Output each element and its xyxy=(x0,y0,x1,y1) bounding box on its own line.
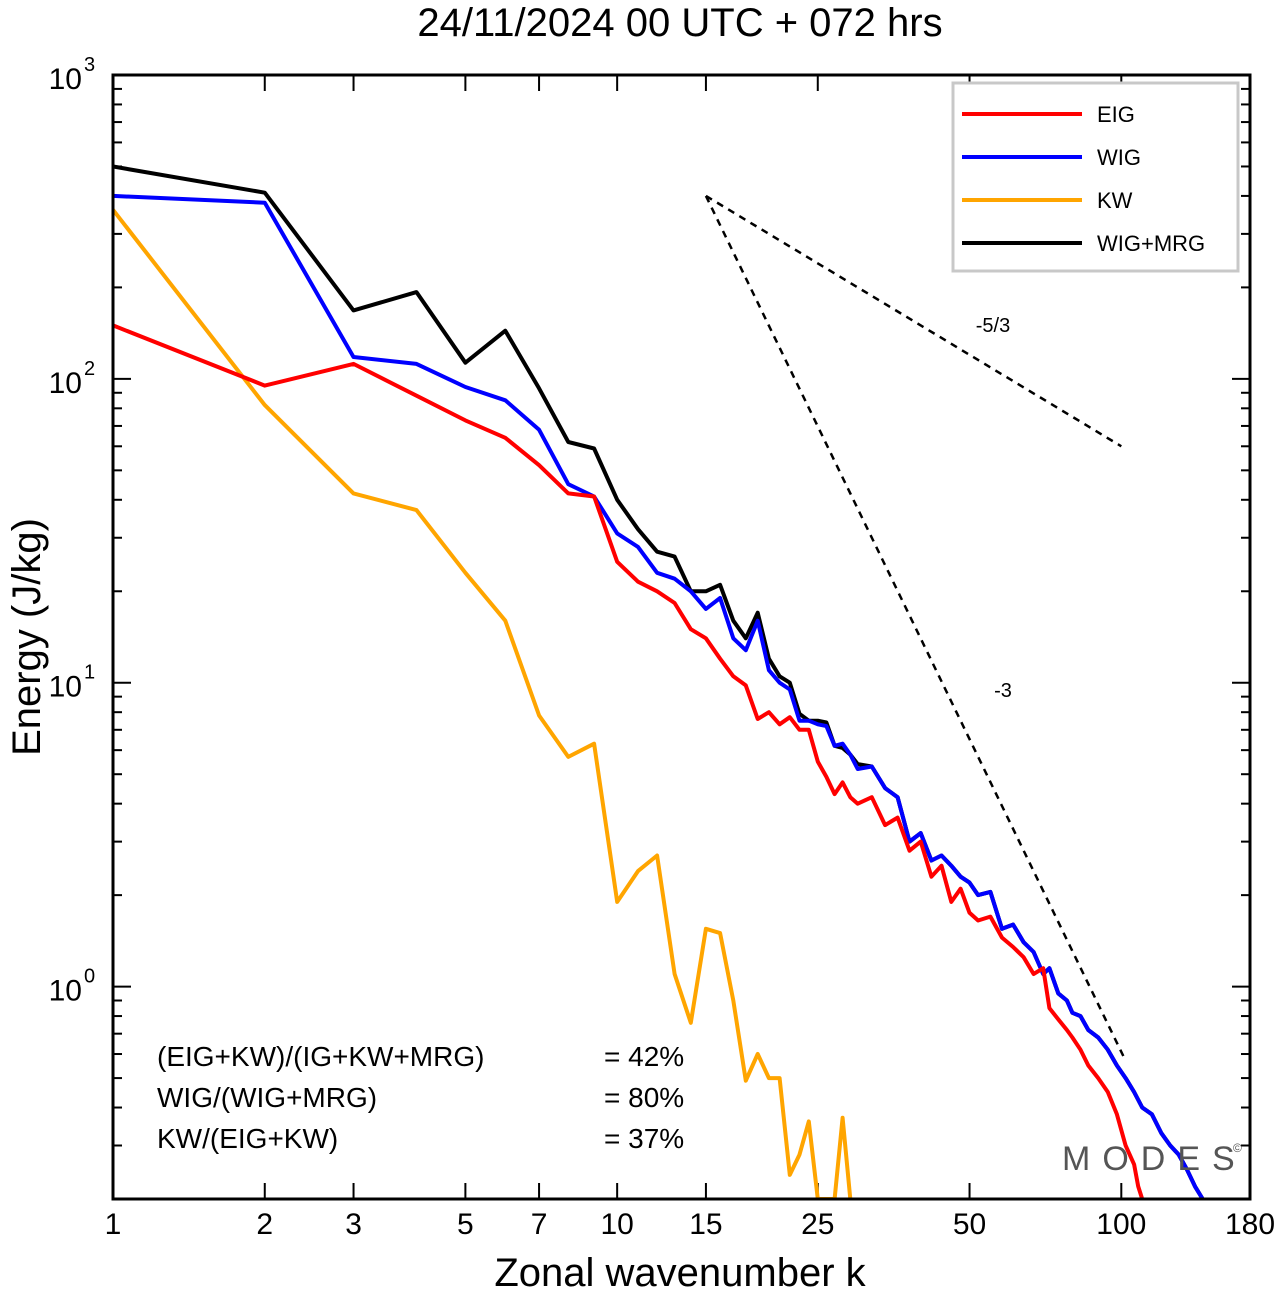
x-tick-label: 3 xyxy=(345,1208,362,1241)
brand-text: MODES xyxy=(1062,1140,1247,1178)
ratio-label: WIG/(WIG+MRG) xyxy=(157,1082,377,1113)
ratio-label: (EIG+KW)/(IG+KW+MRG) xyxy=(157,1041,484,1072)
plot-frame xyxy=(111,73,1252,1201)
reference-slope-lines: -5/3 -3 xyxy=(704,194,1127,1062)
ratio-annotations: (EIG+KW)/(IG+KW+MRG) = 42% WIG/(WIG+MRG) = … xyxy=(157,1041,684,1154)
y-tick-base: 10 xyxy=(49,367,82,400)
slope-label: -5/3 xyxy=(976,315,1010,337)
y-tick-label: 10 0 xyxy=(49,966,96,1008)
ratio-value: = 42% xyxy=(604,1041,684,1072)
legend: EIG WIG KW WIG+MRG xyxy=(951,81,1240,273)
x-axis-label: Zonal wavenumber k xyxy=(494,1251,866,1294)
legend-label: EIG xyxy=(1097,102,1135,127)
x-tick-label: 50 xyxy=(953,1208,986,1241)
y-tick-exponent: 2 xyxy=(84,358,95,380)
x-tick-label: 5 xyxy=(457,1208,474,1241)
series-line-kw xyxy=(113,208,853,1199)
x-tick-label: 25 xyxy=(801,1208,834,1241)
x-tick-label: 10 xyxy=(600,1208,633,1241)
y-tick-label: 10 2 xyxy=(49,358,96,400)
y-tick-exponent: 3 xyxy=(84,54,95,76)
y-tick-label: 10 1 xyxy=(49,662,96,704)
y-tick-base: 10 xyxy=(49,63,82,96)
y-axis-label: Energy (J/kg) xyxy=(5,518,49,756)
legend-label: WIG xyxy=(1097,145,1141,170)
slope-label: -3 xyxy=(994,680,1012,702)
legend-label: KW xyxy=(1097,188,1133,213)
y-tick-exponent: 0 xyxy=(84,966,95,988)
brand-mark: © xyxy=(1233,1141,1242,1155)
y-tick-base: 10 xyxy=(49,671,82,704)
x-tick-label: 100 xyxy=(1096,1208,1146,1241)
ratio-value: = 80% xyxy=(604,1082,684,1113)
series-line-eig xyxy=(113,323,1145,1199)
chart-title: 24/11/2024 00 UTC + 072 hrs xyxy=(417,1,942,45)
y-tick-base: 10 xyxy=(49,975,82,1008)
y-tick-label: 10 3 xyxy=(49,54,96,96)
slope-line xyxy=(705,194,1122,448)
legend-label: WIG+MRG xyxy=(1097,231,1205,256)
ratio-label: KW/(EIG+KW) xyxy=(157,1123,338,1154)
data-series xyxy=(113,164,1205,1199)
series-line-wig xyxy=(113,193,1205,1199)
y-tick-exponent: 1 xyxy=(84,662,95,684)
modes-logo: MODES © xyxy=(1062,1140,1247,1178)
x-tick-label: 7 xyxy=(531,1208,548,1241)
x-tick-label: 1 xyxy=(105,1208,122,1241)
x-tick-label: 180 xyxy=(1225,1208,1275,1241)
x-tick-labels: 1 2 3 5 7 10 15 25 50 100 180 xyxy=(105,1208,1275,1241)
x-tick-label: 2 xyxy=(256,1208,273,1241)
slope-line xyxy=(704,195,1127,1062)
ratio-value: = 37% xyxy=(604,1123,684,1154)
x-tick-label: 15 xyxy=(689,1208,722,1241)
